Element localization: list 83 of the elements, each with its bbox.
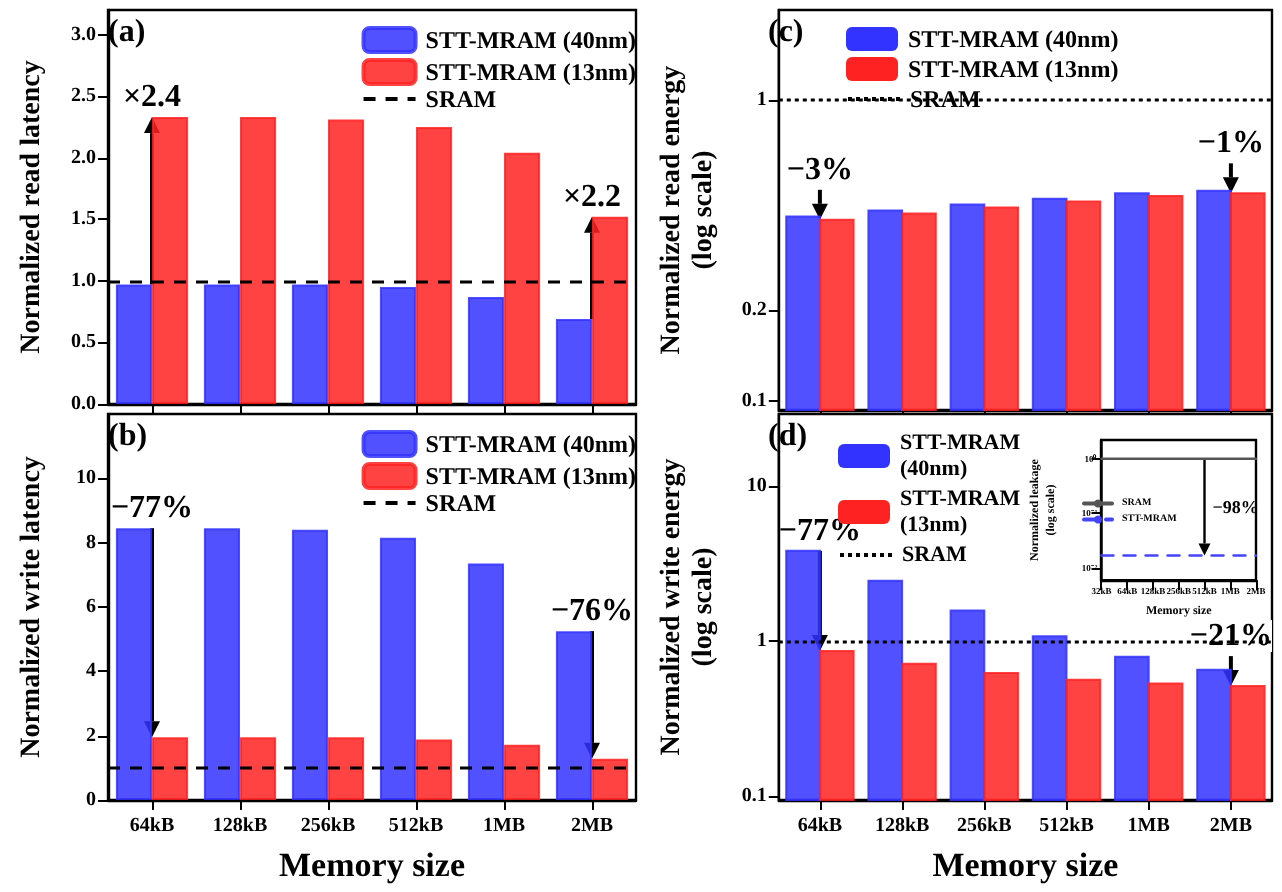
y-tick-label: 10	[746, 474, 767, 497]
legend-label: STT-MRAM (13nm)	[425, 462, 637, 490]
annotation: −77%	[778, 513, 862, 548]
legend-label: STT-MRAM (40nm)	[425, 430, 637, 458]
x-tick-label: 128kB	[212, 815, 268, 837]
y-tick-label: 3.0	[71, 23, 96, 46]
annotation: (a)	[108, 15, 146, 49]
annotation: ×2.2	[562, 179, 622, 214]
legend-label: SRAM	[902, 543, 969, 567]
y-tick-label: 0.0	[71, 393, 96, 415]
x-tick-label: 2MB	[570, 815, 614, 837]
x-tick-label: 256kB	[300, 815, 356, 837]
y-tick-label: 0	[86, 789, 96, 811]
annotation: −21%	[1189, 619, 1273, 654]
y-tick-label: 1	[756, 629, 767, 652]
y-tick-label: 0.1	[741, 389, 767, 412]
bar	[328, 119, 365, 404]
bar	[152, 117, 189, 404]
x-tick-label: 1MB	[482, 815, 526, 837]
y-tick-label: 4	[86, 660, 96, 683]
legend-label: STT-MRAM (13nm)	[900, 487, 1026, 537]
bar	[416, 739, 453, 800]
bar	[467, 563, 504, 800]
x-axis-title: Memory size	[932, 846, 1120, 884]
y-axis-title: Normalized write energy (log scale)	[657, 458, 719, 756]
x-tick-label: 256kB	[957, 815, 1013, 837]
annotation: −1%	[1197, 126, 1265, 161]
x-tick-label: 64kB	[129, 815, 175, 837]
y-tick-label: 2.0	[71, 146, 96, 169]
y-axis-title: Normalized write latency	[17, 456, 47, 758]
x-tick-label: 64kB	[797, 815, 843, 837]
annotation: −3%	[786, 152, 854, 187]
bar	[291, 284, 328, 404]
y-tick-label: 1.0	[71, 269, 96, 292]
x-tick-label: 512kB	[388, 815, 444, 837]
bar	[467, 296, 504, 404]
bar	[240, 117, 277, 404]
x-tick-label: 512kB	[1039, 815, 1095, 837]
x-tick-label: 1MB	[1127, 815, 1171, 837]
x-axis-title: Memory size	[279, 846, 466, 884]
bar	[504, 744, 541, 800]
y-tick-label: 0.2	[741, 299, 767, 322]
bar	[416, 126, 453, 404]
bar	[115, 284, 152, 404]
bar	[291, 529, 328, 800]
bar	[592, 758, 629, 800]
y-tick-label: 6	[86, 596, 96, 618]
bar	[152, 737, 189, 800]
legend-label: STT-MRAM (13nm)	[425, 58, 637, 86]
bar	[504, 152, 541, 404]
y-tick-label: 2.5	[71, 85, 96, 108]
bar	[328, 737, 365, 800]
y-tick-label: 10	[76, 467, 96, 490]
legend-label: STT-MRAM (40nm)	[900, 431, 1026, 481]
annotation: ×2.4	[122, 80, 182, 115]
legend-label: SRAM	[425, 489, 497, 517]
y-tick-label: 0.5	[71, 331, 96, 354]
bar	[379, 537, 416, 800]
bar	[555, 319, 592, 404]
bar	[203, 284, 240, 404]
legend-label: STT-MRAM (40nm)	[425, 26, 637, 54]
ref-line-label: SRAM	[910, 85, 981, 113]
legend-label: STT-MRAM (13nm)	[908, 55, 1119, 83]
y-tick-label: 2	[86, 724, 96, 747]
y-tick-label: 8	[86, 531, 96, 554]
bar	[379, 287, 416, 404]
annotation: −77%	[110, 491, 194, 526]
legend-label: SRAM	[425, 85, 497, 113]
y-axis-title: Normalized read latency	[17, 60, 47, 354]
x-tick-label: 2MB	[1209, 815, 1253, 837]
y-tick-label: 1	[756, 89, 767, 112]
bar	[240, 737, 277, 800]
annotation: −76%	[550, 594, 634, 629]
annotation: (b)	[108, 419, 148, 453]
bar	[555, 631, 592, 800]
legend-label: STT-MRAM (40nm)	[908, 25, 1119, 53]
bar	[115, 528, 152, 800]
y-tick-label: 0.1	[741, 784, 767, 807]
bar	[592, 216, 629, 404]
y-axis-title: Normalized read energy (log scale)	[657, 65, 719, 355]
y-tick-label: 1.5	[71, 208, 96, 231]
bar	[203, 528, 240, 800]
x-tick-label: 128kB	[874, 815, 930, 837]
